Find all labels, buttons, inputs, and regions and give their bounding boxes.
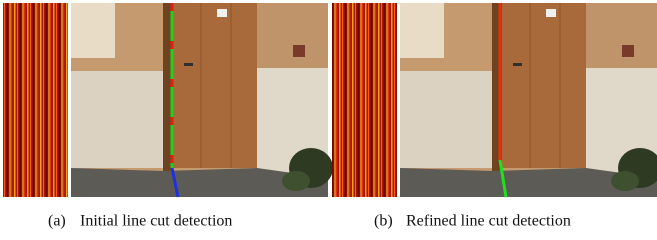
figure: (a) Initial line cut detection (b) Refin… <box>0 0 657 240</box>
subfigure-label: (a) <box>48 213 66 230</box>
heatmap <box>3 3 68 197</box>
subfigure-caption: Initial line cut detection <box>80 213 232 230</box>
photo <box>71 3 333 197</box>
heatmap <box>332 3 397 197</box>
photo <box>400 3 657 197</box>
subfigure-label: (b) <box>374 213 393 230</box>
page: (a) Initial line cut detection (b) Refin… <box>0 0 657 240</box>
subfigure-caption: Refined line cut detection <box>406 213 571 230</box>
